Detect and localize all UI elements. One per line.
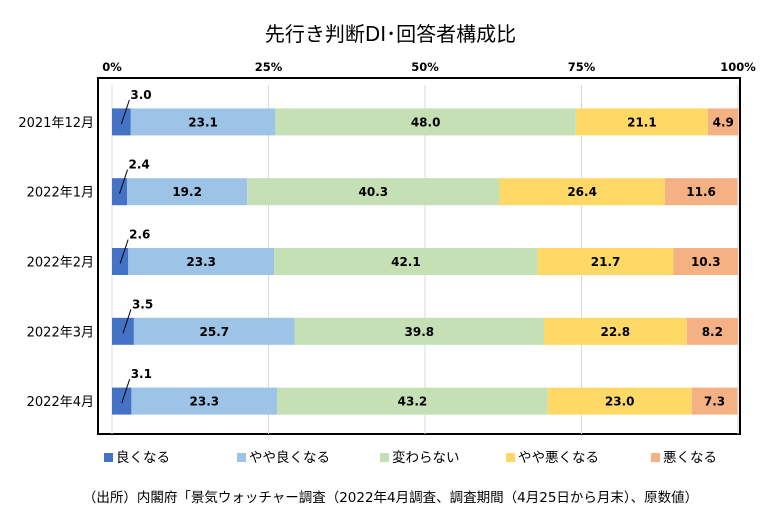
data-label: 3.1 (131, 367, 152, 381)
bar-segment (499, 178, 665, 206)
chart-title: 先行き判断DI･回答者構成比 (264, 22, 517, 46)
bar-segment (547, 387, 692, 415)
bar-segment (130, 108, 276, 136)
data-label: 2.4 (129, 158, 150, 172)
bar-segment (707, 108, 739, 136)
category-label: 2022年1月 (27, 186, 94, 201)
bars (112, 108, 739, 415)
data-label: 11.6 (686, 185, 716, 199)
bar-segment (664, 178, 738, 206)
legend-swatch (380, 453, 389, 462)
bar-segment (537, 248, 674, 275)
plot-frame (97, 77, 741, 435)
data-label: 21.7 (591, 255, 621, 269)
data-label: 4.9 (713, 115, 734, 129)
bar-segment (131, 387, 278, 415)
x-tick-label: 50% (411, 60, 439, 74)
data-label: 25.7 (200, 325, 230, 339)
bar-segment (691, 387, 738, 415)
legend-label: 良くなる (116, 450, 170, 466)
bar-segment (575, 108, 708, 136)
category-label: 2022年2月 (27, 256, 94, 271)
bar-segment (127, 178, 248, 206)
data-label: 10.3 (691, 255, 721, 269)
leader-line (122, 309, 132, 334)
leader-line (120, 99, 130, 125)
bar-segment (112, 387, 132, 415)
data-label: 22.8 (600, 325, 630, 339)
legend-label: やや良くなる (249, 450, 330, 466)
legend-swatch (237, 453, 246, 462)
data-label: 2.6 (129, 228, 150, 242)
legend-swatch (104, 453, 113, 462)
legend-label: 変わらない (392, 449, 460, 466)
bar-segment (112, 178, 128, 206)
y-axis-categories: 2021年12月 2022年1月 2022年2月 2022年3月 2022年4月 (18, 116, 94, 410)
data-label: 3.5 (132, 297, 153, 311)
bar-segment (275, 108, 576, 136)
x-tick-label: 100% (720, 60, 756, 74)
data-label: 39.8 (405, 325, 435, 339)
data-label: 3.0 (130, 88, 151, 102)
bar-segment (673, 248, 738, 275)
data-label: 48.0 (411, 115, 441, 129)
bar-segment (128, 248, 275, 275)
x-tick-label: 0% (102, 60, 122, 74)
bar-segment (274, 248, 538, 275)
data-label: 8.2 (702, 325, 723, 339)
data-label: 23.0 (605, 395, 635, 409)
data-labels: 3.0 23.1 48.0 21.1 4.9 2.4 19.2 40.3 26.4 11.6 2.6… (119, 88, 734, 409)
legend: 良くなる やや良くなる 変わらない やや悪くなる 悪くなる (104, 449, 717, 466)
leader-line (119, 239, 129, 264)
legend-label: 悪くなる (663, 450, 717, 466)
data-label: 23.3 (190, 395, 220, 409)
data-label: 19.2 (172, 185, 202, 199)
x-axis-ticks: 0% 25% 50% 75% 100% (102, 60, 756, 74)
legend-swatch (651, 453, 660, 462)
bar-segment (133, 317, 295, 345)
bar-segment (277, 387, 548, 415)
category-label: 2021年12月 (18, 116, 94, 131)
data-label: 43.2 (398, 395, 428, 409)
legend-swatch (506, 453, 515, 462)
data-label: 40.3 (359, 185, 389, 199)
data-label: 23.3 (186, 255, 216, 269)
data-label: 21.1 (627, 115, 657, 129)
category-label: 2022年3月 (27, 325, 94, 340)
data-label: 26.4 (567, 185, 597, 199)
leader-line (119, 169, 128, 194)
bar-segment (247, 178, 500, 206)
data-label: 23.1 (188, 115, 218, 129)
bar-segment (294, 317, 544, 345)
x-tick-label: 75% (568, 60, 596, 74)
data-label: 7.3 (704, 395, 725, 409)
leader-line (121, 378, 131, 404)
data-label: 42.1 (391, 255, 421, 269)
source-note: （出所）内閣府「景気ウォッチャー調査（2022年4月調査、調査期間（4月25日か… (82, 490, 699, 506)
x-tick-label: 25% (255, 60, 283, 74)
bar-segment (112, 108, 131, 136)
bar-segment (112, 248, 129, 275)
bar-segment (543, 317, 687, 345)
category-label: 2022年4月 (27, 395, 94, 410)
legend-label: やや悪くなる (518, 450, 599, 466)
bar-segment (112, 317, 134, 345)
bar-segment (686, 317, 738, 345)
